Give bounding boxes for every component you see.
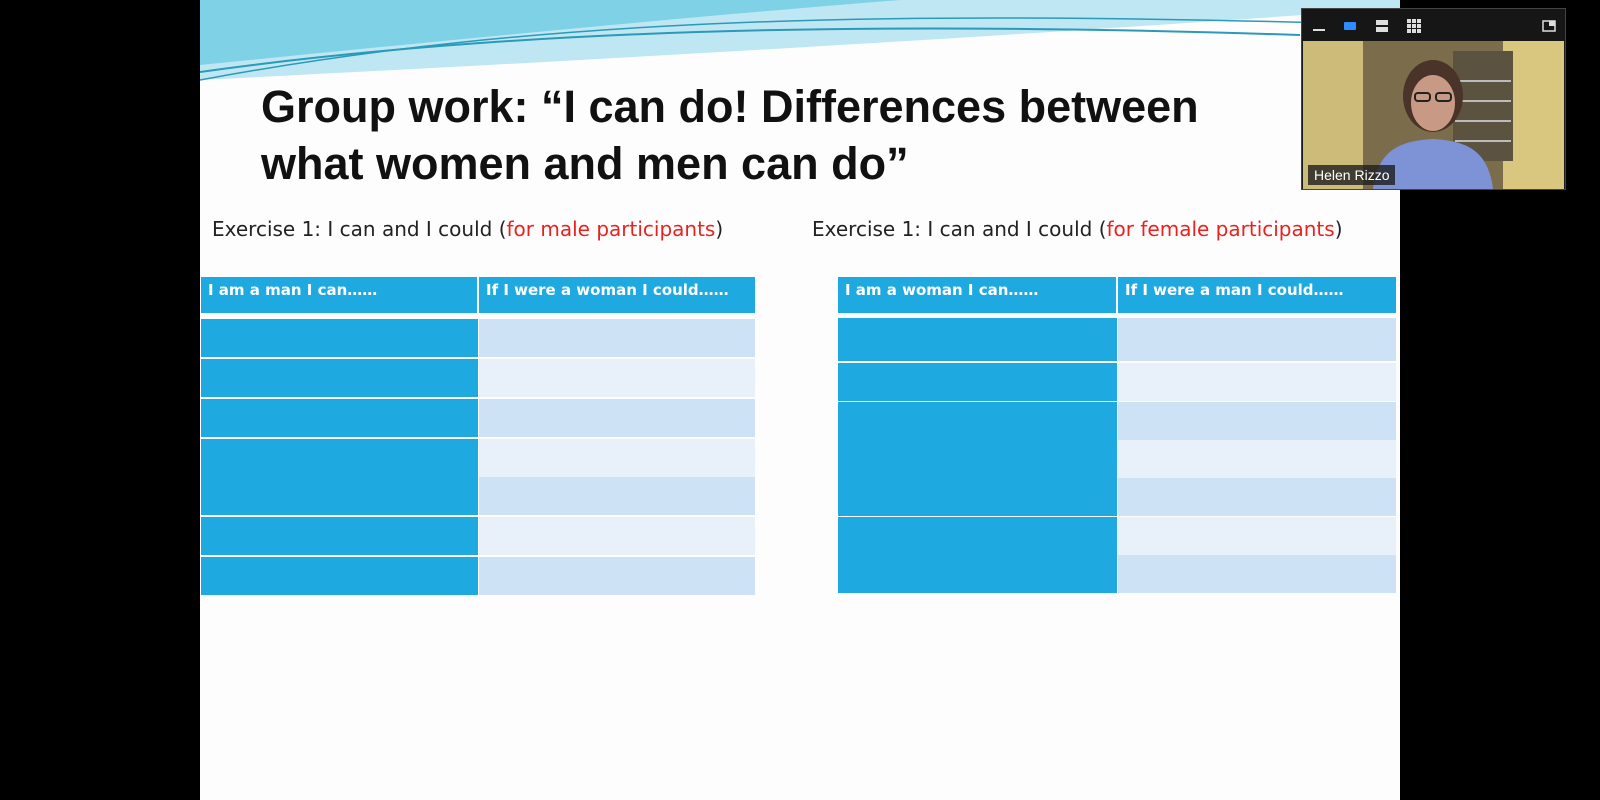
- table-cell: [479, 359, 755, 397]
- exercise-label-suffix: ): [715, 217, 724, 241]
- table-header-col2: If I were a man I could……: [1118, 277, 1396, 313]
- table-row: [838, 363, 1396, 401]
- presentation-slide: Group work: “I can do! Differences betwe…: [200, 0, 1400, 800]
- table-row: [201, 359, 755, 397]
- table-row: [838, 555, 1396, 593]
- table-cell: [479, 477, 755, 515]
- exercise-label-prefix: Exercise 1: I can and I could (: [812, 217, 1107, 241]
- participant-name-label: Helen Rizzo: [1308, 165, 1396, 185]
- table-header-col1: I am a woman I can……: [838, 277, 1116, 313]
- table-cell: [201, 557, 478, 595]
- table-row: [838, 318, 1396, 361]
- decorative-swoosh: [200, 0, 1400, 81]
- table-cell: [479, 439, 755, 477]
- table-row: [201, 517, 755, 555]
- table-cell: [838, 402, 1117, 440]
- strip-view-icon[interactable]: [1375, 19, 1389, 33]
- table-cell: [201, 319, 478, 357]
- table-cell: [201, 359, 478, 397]
- video-panel-toolbar: [1302, 9, 1565, 41]
- table-header-col1: I am a man I can……: [201, 277, 477, 313]
- table-cell: [838, 440, 1117, 478]
- table-cell: [1118, 318, 1396, 361]
- exercise-label-suffix: ): [1334, 217, 1343, 241]
- table-cell: [838, 478, 1117, 516]
- exercise-label-highlight: for female participants: [1106, 217, 1335, 241]
- table-cell: [479, 319, 755, 357]
- table-cell: [838, 517, 1117, 555]
- speaker-view-icon[interactable]: [1343, 19, 1357, 33]
- table-row: [201, 477, 755, 515]
- exercise-label-male: Exercise 1: I can and I could (for male …: [212, 217, 723, 241]
- table-cell: [1118, 402, 1396, 440]
- table-cell: [201, 517, 478, 555]
- table-row: [201, 399, 755, 437]
- table-row: [201, 557, 755, 595]
- table-row: [201, 439, 755, 477]
- pop-out-icon[interactable]: [1542, 19, 1556, 33]
- table-cell: [201, 439, 478, 477]
- table-row: [838, 478, 1396, 516]
- table-row: [838, 402, 1396, 440]
- slide-title: Group work: “I can do! Differences betwe…: [261, 81, 1199, 189]
- exercise-label-highlight: for male participants: [506, 217, 716, 241]
- table-header-col2: If I were a woman I could……: [479, 277, 755, 313]
- participant-video-image: [1303, 41, 1564, 189]
- exercise-label-prefix: Exercise 1: I can and I could (: [212, 217, 507, 241]
- table-cell: [201, 477, 478, 515]
- table-cell: [1118, 363, 1396, 401]
- table-row: [201, 319, 755, 357]
- table-cell: [1118, 478, 1396, 516]
- table-cell: [479, 557, 755, 595]
- table-cell: [201, 399, 478, 437]
- table-row: [838, 440, 1396, 478]
- table-cell: [479, 399, 755, 437]
- participant-video-panel[interactable]: Helen Rizzo: [1301, 8, 1566, 190]
- table-cell: [1118, 555, 1396, 593]
- table-cell: [838, 555, 1117, 593]
- gallery-view-icon[interactable]: [1407, 19, 1421, 33]
- table-cell: [838, 363, 1117, 401]
- table-row: [838, 517, 1396, 555]
- table-cell: [1118, 517, 1396, 555]
- table-cell: [479, 517, 755, 555]
- table-cell: [1118, 440, 1396, 478]
- minimize-icon[interactable]: [1312, 19, 1326, 33]
- exercise-label-female: Exercise 1: I can and I could (for femal…: [812, 217, 1343, 241]
- table-cell: [838, 318, 1117, 361]
- participant-video: Helen Rizzo: [1303, 41, 1564, 189]
